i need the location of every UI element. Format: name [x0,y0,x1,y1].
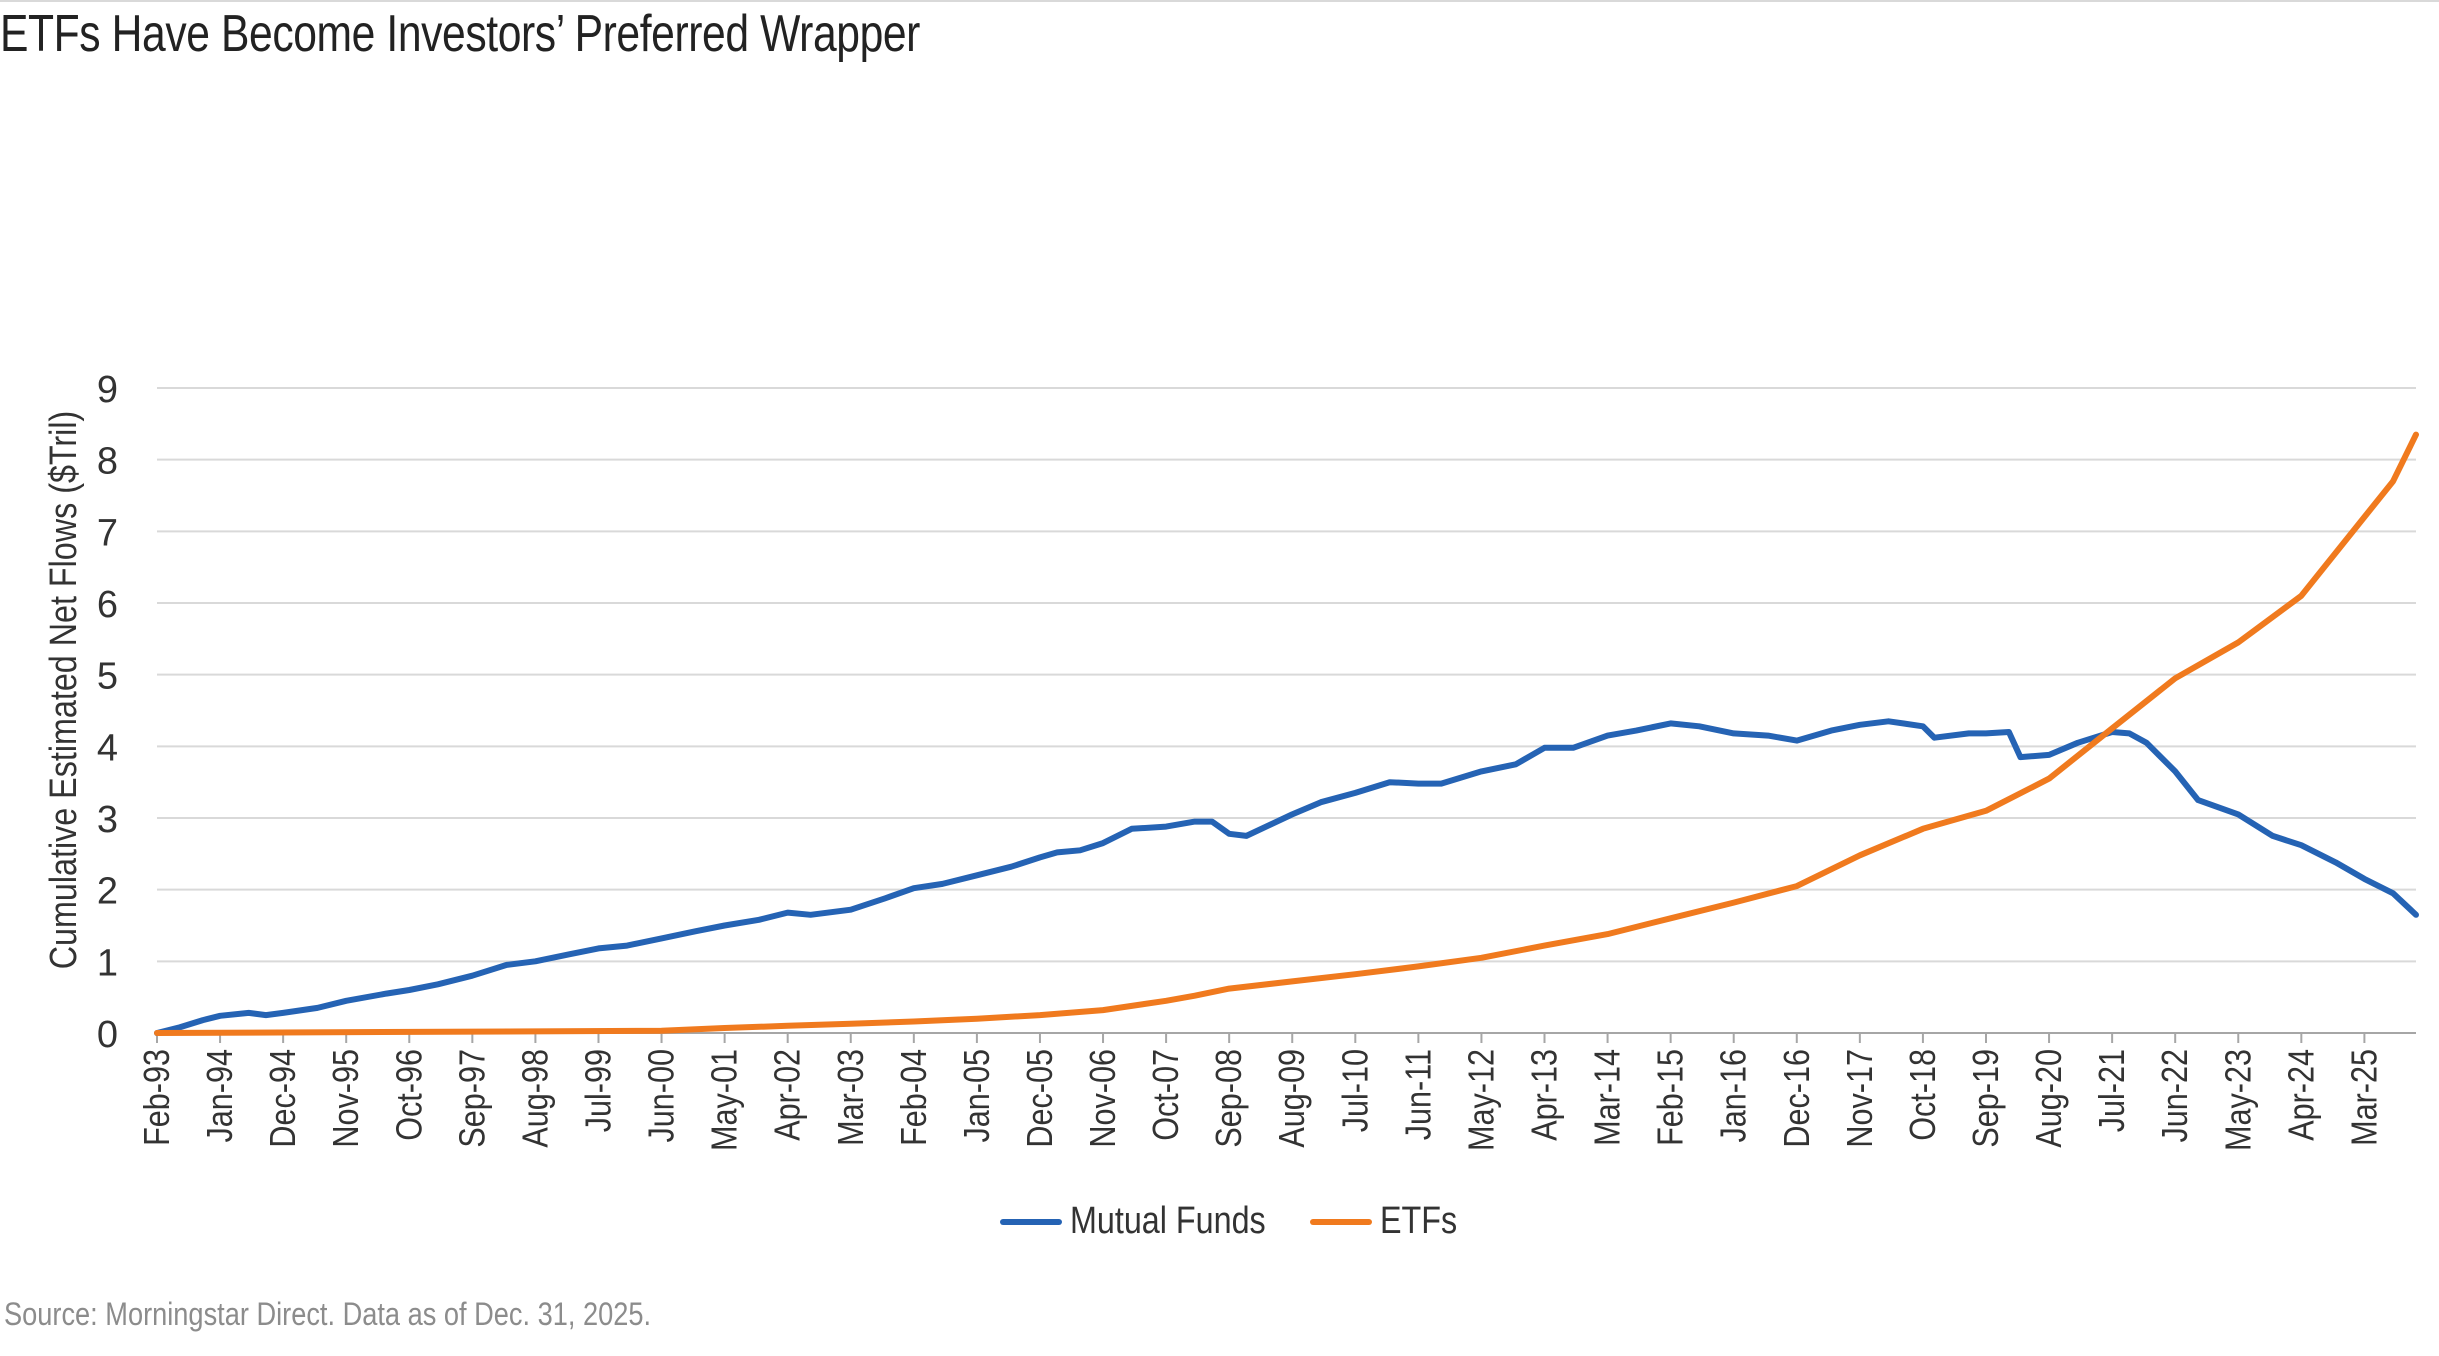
x-tick-label: May-12 [1462,1049,1502,1151]
y-axis-label: Cumulative Estimated Net Flows ($Tril) [43,411,85,970]
y-tick-label: 4 [97,727,118,769]
x-tick-label: Sep-19 [1967,1049,2007,1148]
y-tick-label: 8 [97,441,118,483]
x-tick-label: Feb-93 [138,1049,178,1146]
x-tick-label: May-01 [705,1049,745,1151]
y-tick-label: 1 [97,942,118,984]
x-tick-label: Feb-15 [1651,1049,1691,1146]
x-tick-label: Jan-16 [1714,1049,1754,1143]
x-tick-label: Dec-05 [1021,1049,1061,1148]
legend-label-mutual-funds: Mutual Funds [1070,1200,1266,1242]
x-tick-label: Mar-03 [832,1049,872,1146]
legend-item-mutual-funds: Mutual Funds [1000,1200,1300,1243]
x-tick-label: Apr-13 [1525,1049,1565,1141]
x-tick-label: Jan-94 [201,1049,241,1143]
x-tick-label: Sep-08 [1210,1049,1250,1148]
x-tick-label: Nov-95 [327,1049,367,1148]
x-tick-label: Jun-00 [642,1049,682,1143]
x-tick-label: Aug-98 [516,1049,556,1148]
x-tick-label: Feb-04 [895,1049,935,1146]
x-tick-label: Aug-09 [1273,1049,1313,1148]
x-tick-label: Nov-17 [1841,1049,1881,1148]
gridlines [157,387,2416,963]
x-tick-label: Dec-16 [1778,1049,1818,1148]
x-tick-label: Dec-94 [264,1049,304,1148]
series-line-mutual-funds [154,718,2419,1036]
x-tick-label: Mar-14 [1588,1049,1628,1146]
x-tick-label: May-23 [2219,1049,2259,1151]
x-tick-label: Jun-22 [2156,1049,2196,1143]
x-tick-label: Oct-07 [1147,1049,1187,1141]
x-tick-label: Nov-06 [1084,1049,1124,1148]
y-tick-label: 2 [97,871,118,913]
x-tick-label: Jun-11 [1399,1049,1439,1140]
x-tick-label: Jul-99 [579,1049,619,1132]
x-tick-label: Apr-24 [2282,1049,2322,1141]
legend: Mutual Funds ETFs [0,1200,2439,1254]
y-tick-label: 5 [97,656,118,698]
x-tick-label: Jan-05 [958,1049,998,1143]
y-axis-ticks: 0 1 2 3 4 5 6 7 8 9 [97,369,118,1056]
y-tick-label: 0 [97,1014,118,1056]
x-tick-label: Oct-18 [1904,1049,1944,1141]
x-tick-label: Jul-21 [2093,1049,2133,1132]
x-axis-ticks: Feb-93 Jan-94 Dec-94 Nov-95 Oct-96 Sep-97 Aug-… [138,1033,2385,1151]
source-note: Source: Morningstar Direct. Data as of D… [4,1296,652,1332]
y-tick-label: 3 [97,799,118,841]
y-tick-label: 6 [97,584,118,626]
x-tick-label: Apr-02 [768,1049,808,1141]
y-tick-label: 7 [97,512,118,554]
legend-item-etfs: ETFs [1310,1200,1471,1243]
series-lines [154,431,2419,1036]
x-tick-label: Sep-97 [453,1049,493,1148]
chart-title: ETFs Have Become Investors’ Preferred Wr… [0,5,920,63]
y-tick-label: 9 [97,369,118,411]
legend-swatch-mutual-funds [1000,1218,1062,1225]
x-tick-label: Mar-25 [2345,1049,2385,1146]
legend-swatch-etfs [1310,1218,1372,1225]
x-tick-label: Aug-20 [2030,1049,2070,1148]
series-line-etfs [154,431,2419,1036]
x-tick-label: Oct-96 [390,1049,430,1141]
top-rule [0,0,2439,2]
legend-label-etfs: ETFs [1380,1200,1458,1242]
x-tick-label: Jul-10 [1336,1049,1376,1132]
